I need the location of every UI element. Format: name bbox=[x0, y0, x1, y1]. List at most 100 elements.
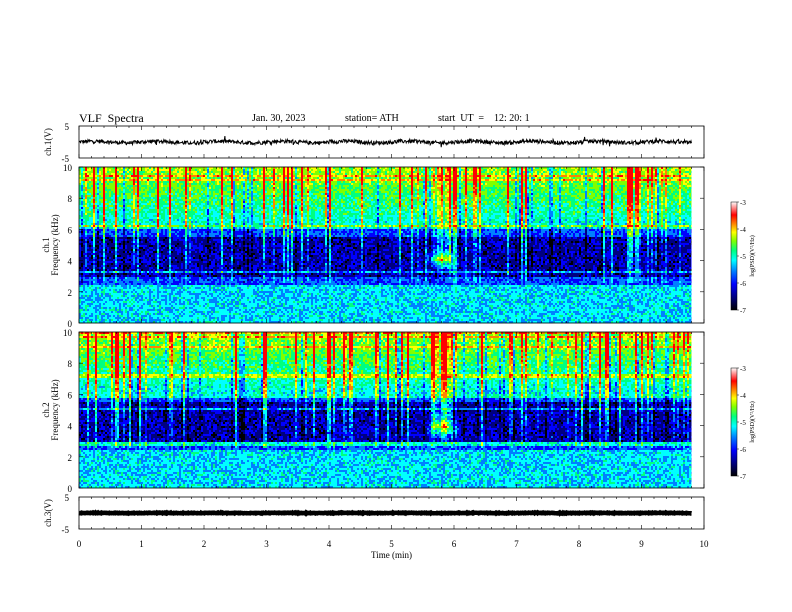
spectrogram-cell bbox=[97, 263, 99, 265]
spectrogram-cell bbox=[101, 259, 103, 261]
spectrogram-cell bbox=[99, 267, 101, 269]
spectrogram-cell bbox=[127, 251, 129, 253]
spectrogram-cell bbox=[125, 179, 127, 181]
spectrogram-cell bbox=[125, 261, 127, 263]
spectrogram-cell bbox=[81, 181, 83, 183]
spectrogram-cell bbox=[141, 185, 143, 187]
spectrogram-cell bbox=[81, 179, 83, 181]
spectrogram-cell bbox=[131, 287, 133, 289]
spectrogram-cell bbox=[89, 269, 91, 271]
spectrogram-cell bbox=[87, 203, 89, 205]
spectrogram-cell bbox=[97, 283, 99, 285]
spectrogram-cell bbox=[137, 295, 139, 297]
spectrogram-cell bbox=[143, 283, 145, 285]
spectrogram-cell bbox=[81, 217, 83, 219]
spectrogram-cell bbox=[141, 223, 143, 225]
spectrogram-cell bbox=[101, 311, 103, 313]
spectrogram-cell bbox=[83, 297, 85, 299]
spectrogram-cell bbox=[117, 235, 119, 237]
spectrogram-cell bbox=[95, 293, 97, 295]
spectrogram-cell bbox=[87, 175, 89, 177]
spectrogram-cell bbox=[91, 191, 93, 193]
spectrogram-cell bbox=[141, 297, 143, 299]
spectrogram-cell bbox=[131, 207, 133, 209]
spectrogram-cell bbox=[109, 253, 111, 255]
spectrogram-cell bbox=[143, 279, 145, 281]
spectrogram-cell bbox=[131, 307, 133, 309]
spectrogram-cell bbox=[113, 229, 115, 231]
spectrogram-cell bbox=[101, 251, 103, 253]
spectrogram-cell bbox=[141, 265, 143, 267]
spectrogram-cell bbox=[81, 171, 83, 173]
spectrogram-cell bbox=[139, 317, 141, 319]
spectrogram-cell bbox=[83, 193, 85, 195]
spectrogram-cell bbox=[127, 285, 129, 287]
spectrogram-cell bbox=[91, 285, 93, 287]
spectrogram-cell bbox=[135, 251, 137, 253]
spectrogram-cell bbox=[85, 315, 87, 317]
spectrogram-cell bbox=[95, 301, 97, 303]
spectrogram-cell bbox=[137, 281, 139, 283]
spectrogram-cell bbox=[97, 313, 99, 315]
spectrogram-cell bbox=[119, 205, 121, 207]
spectrogram-cell bbox=[131, 211, 133, 213]
spectrogram-cell bbox=[129, 243, 131, 245]
spectrogram-cell bbox=[129, 297, 131, 299]
spectrogram-cell bbox=[89, 195, 91, 197]
spectrogram-cell bbox=[101, 243, 103, 245]
spectrogram-cell bbox=[85, 251, 87, 253]
spectrogram-cell bbox=[111, 309, 113, 311]
spectrogram-cell bbox=[101, 263, 103, 265]
spectrogram-cell bbox=[145, 197, 147, 199]
spectrogram-cell bbox=[111, 235, 113, 237]
spectrogram-cell bbox=[127, 297, 129, 299]
spectrogram-cell bbox=[85, 257, 87, 259]
spectrogram-cell bbox=[121, 309, 123, 311]
spectrogram-cell bbox=[129, 197, 131, 199]
spectrogram-cell bbox=[107, 263, 109, 265]
spectrogram-cell bbox=[91, 199, 93, 201]
spectrogram-cell bbox=[141, 191, 143, 193]
spectrogram-cell bbox=[83, 183, 85, 185]
spectrogram-cell bbox=[85, 243, 87, 245]
spectrogram-cell bbox=[139, 231, 141, 233]
spectrogram-cell bbox=[97, 237, 99, 239]
spectrogram-cell bbox=[125, 239, 127, 241]
spectrogram-cell bbox=[95, 193, 97, 195]
spectrogram-cell bbox=[95, 257, 97, 259]
spectrogram-cell bbox=[141, 197, 143, 199]
spectrogram-cell bbox=[87, 241, 89, 243]
spectrogram-cell bbox=[83, 307, 85, 309]
spectrogram-cell bbox=[89, 199, 91, 201]
spectrogram-cell bbox=[141, 285, 143, 287]
spectrogram-cell bbox=[101, 271, 103, 273]
spectrogram-cell bbox=[131, 299, 133, 301]
spectrogram-cell bbox=[133, 293, 135, 295]
spectrogram-cell bbox=[81, 251, 83, 253]
spectrogram-cell bbox=[137, 299, 139, 301]
spectrogram-cell bbox=[91, 259, 93, 261]
spectrogram-cell bbox=[139, 197, 141, 199]
spectrogram-cell bbox=[113, 187, 115, 189]
spectrogram-cell bbox=[109, 299, 111, 301]
spectrogram-cell bbox=[85, 207, 87, 209]
spectrogram-cell bbox=[111, 287, 113, 289]
spectrogram-cell bbox=[91, 203, 93, 205]
spectrogram-cell bbox=[133, 251, 135, 253]
spectrogram-cell bbox=[91, 271, 93, 273]
spectrogram-cell bbox=[123, 267, 125, 269]
spectrogram-cell bbox=[95, 221, 97, 223]
spectrogram-cell bbox=[141, 259, 143, 261]
spectrogram-cell bbox=[141, 257, 143, 259]
spectrogram-cell bbox=[111, 217, 113, 219]
spectrogram-cell bbox=[135, 227, 137, 229]
spectrogram-cell bbox=[143, 217, 145, 219]
spectrogram-cell bbox=[103, 195, 105, 197]
spectrogram-cell bbox=[107, 219, 109, 221]
spectrogram-cell bbox=[129, 265, 131, 267]
spectrogram-cell bbox=[139, 287, 141, 289]
spectrogram-cell bbox=[91, 179, 93, 181]
spectrogram-cell bbox=[97, 231, 99, 233]
spectrogram-cell bbox=[123, 215, 125, 217]
